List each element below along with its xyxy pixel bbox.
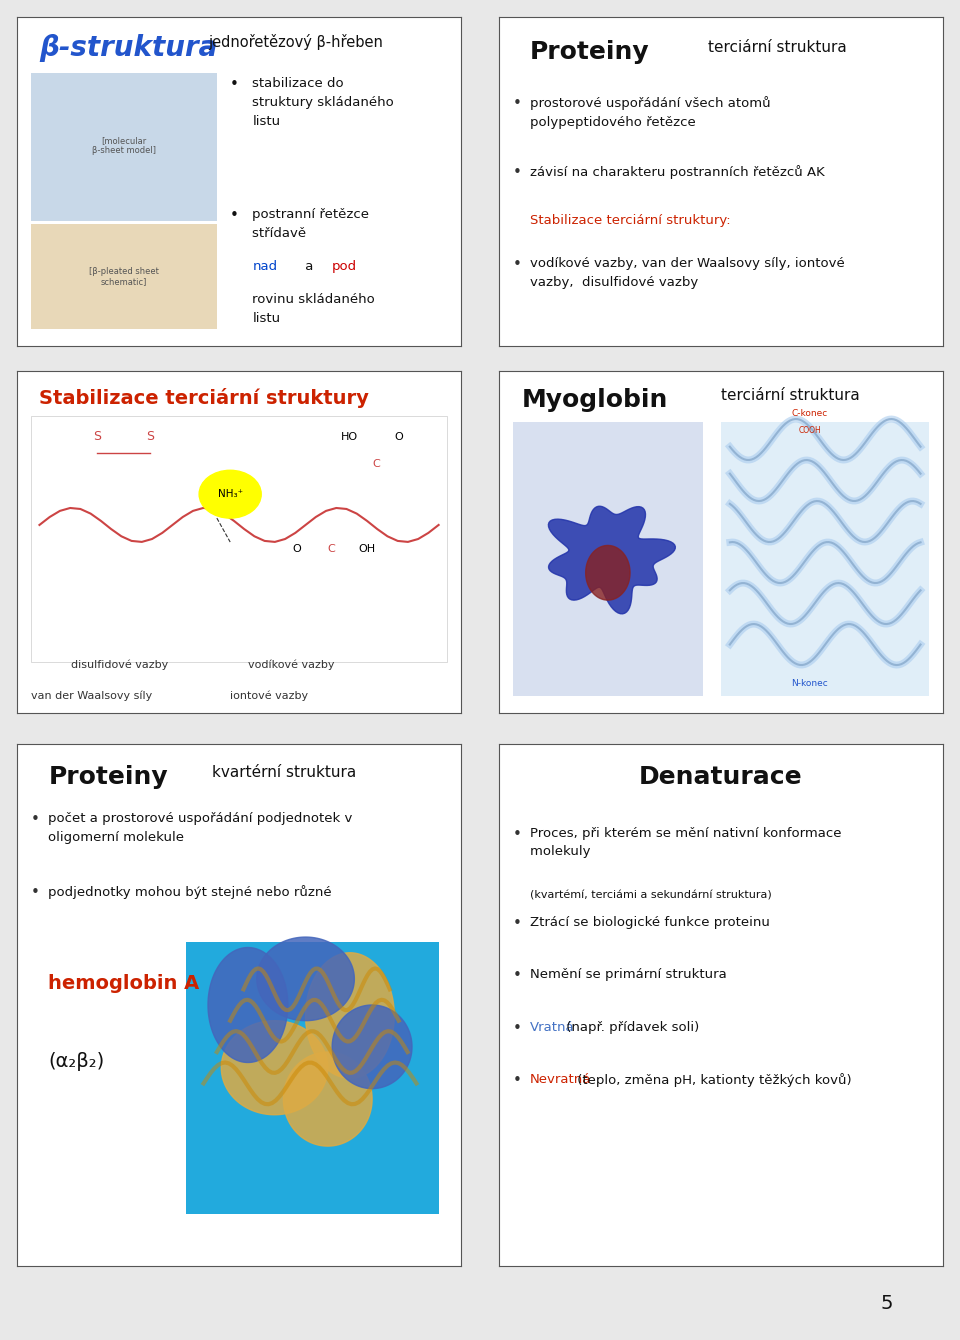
Polygon shape <box>332 1005 412 1088</box>
Text: hemoglobin A: hemoglobin A <box>48 974 200 993</box>
Text: závisí na charakteru postranních řetězců AK: závisí na charakteru postranních řetězců… <box>530 165 825 180</box>
Text: •: • <box>513 96 521 111</box>
Text: (teplo, změna pH, kationty těžkých kovů): (teplo, změna pH, kationty těžkých kovů) <box>573 1073 852 1087</box>
Text: rovinu skládaného
listu: rovinu skládaného listu <box>252 293 375 326</box>
Polygon shape <box>586 545 630 600</box>
Text: Ztrácí se biologické funkce proteinu: Ztrácí se biologické funkce proteinu <box>530 917 770 929</box>
Polygon shape <box>208 947 288 1063</box>
Text: C: C <box>372 458 380 469</box>
Text: Stabilizace terciární struktury:: Stabilizace terciární struktury: <box>530 214 731 228</box>
Text: Vratná: Vratná <box>530 1021 575 1033</box>
Text: nad: nad <box>252 260 277 273</box>
Text: C: C <box>327 544 335 555</box>
Text: •: • <box>230 208 239 222</box>
Text: prostorové uspořádání všech atomů
polypeptidového řetězce: prostorové uspořádání všech atomů polype… <box>530 96 771 129</box>
Text: Myoglobin: Myoglobin <box>521 389 668 413</box>
Text: vodíkové vazby: vodíkové vazby <box>248 661 334 670</box>
Polygon shape <box>256 937 354 1021</box>
Text: Nevratná: Nevratná <box>530 1073 591 1085</box>
Text: Proteiny: Proteiny <box>530 40 650 64</box>
Text: •: • <box>31 812 39 827</box>
Text: O: O <box>395 431 403 441</box>
Text: jednořetězový β-hřeben: jednořetězový β-hřeben <box>208 34 383 50</box>
Text: vodíkové vazby, van der Waalsovy síly, iontové
vazby,  disulfidové vazby: vodíkové vazby, van der Waalsovy síly, i… <box>530 257 845 289</box>
Text: COOH: COOH <box>799 426 821 434</box>
Text: stabilizace do
struktury skládaného
listu: stabilizace do struktury skládaného list… <box>252 76 395 127</box>
Polygon shape <box>548 507 675 614</box>
Text: terciární struktura: terciární struktura <box>721 389 860 403</box>
Text: •: • <box>513 1021 521 1036</box>
FancyBboxPatch shape <box>31 224 217 330</box>
Text: •: • <box>513 917 521 931</box>
Text: podjednotky mohou být stejné nebo různé: podjednotky mohou být stejné nebo různé <box>48 884 332 899</box>
Polygon shape <box>283 1052 372 1146</box>
Text: β-struktura: β-struktura <box>39 34 218 62</box>
Text: Denaturace: Denaturace <box>639 765 803 789</box>
FancyBboxPatch shape <box>31 74 217 221</box>
Text: (např. přídavek soli): (např. přídavek soli) <box>563 1021 700 1033</box>
Text: HO: HO <box>341 431 358 441</box>
Text: počet a prostorové uspořádání podjednotek v
oligomerní molekule: počet a prostorové uspořádání podjednote… <box>48 812 352 844</box>
Text: terciární struktura: terciární struktura <box>708 40 847 55</box>
Text: Stabilizace terciární struktury: Stabilizace terciární struktury <box>39 389 370 409</box>
Text: Proteiny: Proteiny <box>48 765 168 789</box>
Text: •: • <box>513 165 521 180</box>
FancyBboxPatch shape <box>186 942 439 1214</box>
Circle shape <box>199 470 261 519</box>
Text: a: a <box>301 260 318 273</box>
Text: OH: OH <box>359 544 376 555</box>
Text: O: O <box>292 544 301 555</box>
Text: [β-pleated sheet
schematic]: [β-pleated sheet schematic] <box>88 267 158 287</box>
Text: (kvartémí, terciámi a sekundární struktura): (kvartémí, terciámi a sekundární struktu… <box>530 890 772 900</box>
Text: •: • <box>31 884 39 899</box>
Text: NH₃⁺: NH₃⁺ <box>218 489 243 500</box>
Text: N-konec: N-konec <box>791 678 828 687</box>
Text: disulfidové vazby: disulfidové vazby <box>70 661 168 670</box>
Text: iontové vazby: iontové vazby <box>230 690 308 701</box>
Polygon shape <box>305 953 395 1079</box>
FancyBboxPatch shape <box>513 422 704 695</box>
FancyBboxPatch shape <box>31 415 447 662</box>
Text: •: • <box>513 1073 521 1088</box>
FancyBboxPatch shape <box>721 422 929 695</box>
Text: S: S <box>146 430 155 442</box>
Text: Nemění se primární struktura: Nemění se primární struktura <box>530 969 727 981</box>
Text: S: S <box>93 430 101 442</box>
Text: Proces, při kterém se mění nativní konformace
molekuly: Proces, při kterém se mění nativní konfo… <box>530 827 842 859</box>
Text: •: • <box>513 969 521 984</box>
Text: •: • <box>230 76 239 91</box>
Text: van der Waalsovy síly: van der Waalsovy síly <box>31 690 152 701</box>
Text: [molecular
β-sheet model]: [molecular β-sheet model] <box>92 135 156 155</box>
Text: •: • <box>513 257 521 272</box>
Text: kvartérní struktura: kvartérní struktura <box>212 765 357 780</box>
Polygon shape <box>222 1021 327 1115</box>
Text: postranní řetězce
střídavě: postranní řetězce střídavě <box>252 208 370 240</box>
Text: •: • <box>513 827 521 843</box>
Text: C-konec: C-konec <box>792 409 828 418</box>
Text: pod: pod <box>332 260 357 273</box>
Text: (α₂β₂): (α₂β₂) <box>48 1052 105 1071</box>
Text: 5: 5 <box>880 1294 893 1313</box>
